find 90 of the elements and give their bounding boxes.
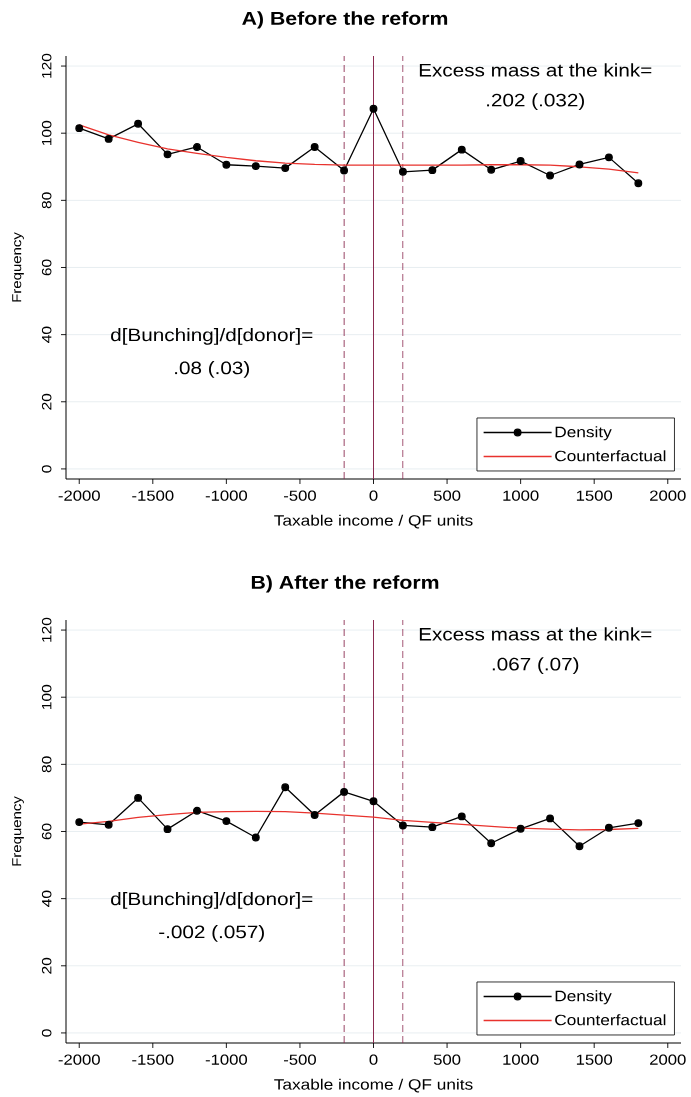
x-tick-label: 500 — [433, 1054, 461, 1065]
annotation: Excess mass at the kink= — [419, 63, 652, 77]
y-tick-label: 0 — [41, 465, 52, 473]
point — [192, 806, 201, 815]
point — [398, 821, 407, 830]
y-axis-title: Frequency — [12, 232, 24, 302]
x-tick-label: -2000 — [58, 1054, 100, 1065]
point — [398, 167, 407, 176]
point — [75, 124, 84, 133]
chart-title: A) Before the reform — [242, 11, 448, 29]
annotation: -.002 (.057) — [159, 925, 264, 942]
x-tick-label: 1000 — [503, 490, 539, 501]
legend-label: Counterfactual — [555, 1014, 666, 1026]
point — [222, 817, 231, 826]
point — [546, 814, 555, 823]
point — [428, 823, 437, 832]
y-tick-label: 120 — [41, 53, 52, 78]
point — [310, 143, 319, 151]
legend-label: Counterfactual — [555, 450, 666, 462]
point — [281, 164, 290, 173]
point — [457, 145, 466, 154]
x-tick-label: 500 — [433, 490, 461, 501]
y-axis-title: Frequency — [12, 796, 24, 866]
point — [104, 134, 113, 143]
point — [516, 824, 525, 833]
y-tick-label: 40 — [41, 890, 52, 907]
point — [134, 793, 143, 802]
point — [251, 162, 260, 171]
annotation: d[Bunching]/d[donor]= — [111, 892, 313, 909]
annotation: .08 (.03) — [175, 361, 249, 378]
x-tick-label: -1500 — [132, 490, 174, 501]
y-tick-label: 40 — [41, 326, 52, 343]
y-tick-label: 20 — [41, 957, 52, 974]
x-tick-label: 0 — [369, 1054, 378, 1065]
point — [310, 811, 319, 819]
annotation: .067 (.07) — [492, 657, 579, 675]
point — [546, 171, 555, 180]
x-tick-label: 2000 — [650, 1054, 686, 1065]
point — [222, 160, 231, 169]
point — [575, 842, 584, 851]
legend-label: Density — [555, 426, 612, 441]
y-tick-label: 80 — [41, 756, 52, 773]
x-tick-label: -500 — [283, 1054, 316, 1065]
x-tick-label: -2000 — [58, 490, 100, 501]
legend-label: Density — [555, 990, 612, 1005]
point — [634, 179, 643, 188]
point — [487, 839, 496, 848]
x-tick-label: 1500 — [576, 1054, 613, 1065]
point — [487, 165, 496, 174]
annotation: Excess mass at the kink= — [419, 627, 652, 641]
y-tick-label: 80 — [41, 192, 52, 209]
x-axis-title: Taxable income / QF units — [274, 1078, 473, 1093]
x-axis-title: Taxable income / QF units — [274, 514, 473, 529]
point — [516, 157, 525, 166]
chart-title: B) After the reform — [251, 575, 439, 593]
y-tick-label: 0 — [41, 1029, 52, 1037]
point — [192, 143, 201, 151]
x-tick-label: 2000 — [650, 490, 686, 501]
point — [428, 166, 437, 175]
x-tick-label: 0 — [369, 490, 378, 501]
point — [340, 787, 349, 796]
point — [634, 819, 643, 828]
x-tick-label: -1500 — [132, 1054, 174, 1065]
y-tick-label: 60 — [41, 259, 52, 276]
point — [604, 153, 613, 162]
annotation: d[Bunching]/d[donor]= — [111, 328, 313, 345]
y-tick-label: 100 — [41, 684, 52, 709]
x-tick-label: -1000 — [205, 1054, 248, 1065]
x-tick-label: 1000 — [503, 1054, 539, 1065]
point — [457, 812, 466, 821]
annotation: .202 (.032) — [487, 93, 584, 111]
x-tick-label: -1000 — [205, 490, 248, 501]
y-tick-label: 60 — [41, 823, 52, 840]
y-tick-label: 100 — [41, 120, 52, 145]
point — [163, 150, 172, 159]
point — [575, 160, 584, 169]
point — [134, 119, 143, 128]
y-tick-label: 20 — [41, 393, 52, 410]
point — [104, 820, 113, 829]
point — [281, 783, 290, 792]
point — [369, 104, 378, 113]
x-tick-label: 1500 — [576, 490, 613, 501]
y-tick-label: 120 — [41, 617, 52, 642]
point — [369, 797, 378, 806]
point — [75, 818, 84, 827]
point — [340, 166, 349, 175]
point — [163, 825, 172, 834]
point — [251, 833, 260, 842]
point — [604, 823, 613, 832]
x-tick-label: -500 — [283, 490, 316, 501]
